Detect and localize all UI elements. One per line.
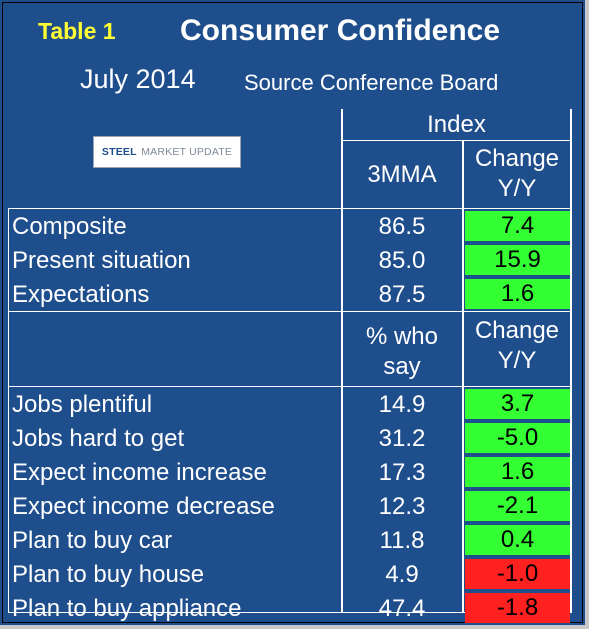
logo-text-primary: STEEL bbox=[101, 146, 137, 158]
header-pct-who-say: % who say bbox=[342, 322, 462, 382]
row-value: 14.9 bbox=[378, 391, 426, 418]
table-label: Table 1 bbox=[38, 18, 116, 44]
row-label: Present situation bbox=[12, 247, 191, 274]
header-change-pct: Change Y/Y bbox=[463, 316, 571, 376]
row-label: Jobs plentiful bbox=[12, 391, 153, 418]
row-change: 1.6 bbox=[465, 279, 570, 309]
grid-line bbox=[8, 208, 9, 613]
grid-line bbox=[8, 311, 571, 312]
row-change: -1.8 bbox=[465, 593, 570, 623]
row-value: 4.9 bbox=[385, 561, 419, 588]
header-change-line-1: Change bbox=[474, 317, 560, 344]
table-date: July 2014 bbox=[80, 64, 196, 94]
header-pct-line-1: % who bbox=[365, 323, 439, 350]
grid-line bbox=[570, 109, 572, 613]
grid-line bbox=[8, 612, 571, 613]
row-change: 1.6 bbox=[465, 457, 570, 487]
row-change: 3.7 bbox=[465, 389, 570, 419]
header-change-index: Change Y/Y bbox=[463, 144, 571, 204]
row-label: Composite bbox=[12, 213, 127, 240]
row-value: 11.8 bbox=[379, 527, 425, 554]
row-label: Expect income decrease bbox=[12, 493, 275, 520]
table-title: Consumer Confidence bbox=[180, 14, 501, 47]
row-label: Plan to buy house bbox=[12, 561, 205, 588]
header-change-line-2: Y/Y bbox=[497, 175, 537, 202]
row-value: 17.3 bbox=[378, 459, 426, 486]
grid-line bbox=[341, 109, 343, 613]
grid-line bbox=[342, 140, 571, 141]
grid-line bbox=[8, 208, 571, 209]
row-value: 12.3 bbox=[378, 493, 426, 520]
row-value: 87.5 bbox=[378, 281, 426, 308]
row-change: 0.4 bbox=[465, 525, 570, 555]
row-change: -1.0 bbox=[465, 559, 570, 589]
header-change-line-1: Change bbox=[474, 145, 560, 172]
row-label: Expect income increase bbox=[12, 459, 267, 486]
panel-border bbox=[2, 2, 583, 623]
header-pct-line-2: say bbox=[383, 353, 421, 380]
row-label: Plan to buy car bbox=[12, 527, 173, 554]
header-index: Index bbox=[427, 111, 486, 138]
row-change: 7.4 bbox=[465, 211, 570, 241]
row-change: -5.0 bbox=[465, 423, 570, 453]
row-label: Plan to buy appliance bbox=[12, 595, 242, 622]
table-source: Source Conference Board bbox=[244, 70, 499, 95]
row-label: Jobs hard to get bbox=[12, 425, 185, 452]
steel-market-update-logo: STEEL MARKET UPDATE bbox=[93, 136, 241, 168]
grid-line bbox=[462, 141, 464, 613]
row-value: 31.2 bbox=[378, 425, 426, 452]
row-value: 85.0 bbox=[378, 247, 426, 274]
row-value: 86.5 bbox=[378, 213, 426, 240]
header-3mma: 3MMA bbox=[367, 161, 437, 188]
grid-line bbox=[8, 386, 571, 387]
logo-text-secondary: MARKET UPDATE bbox=[141, 146, 233, 158]
row-label: Expectations bbox=[12, 281, 150, 308]
row-value: 47.4 bbox=[378, 595, 426, 622]
header-change-line-2: Y/Y bbox=[497, 347, 537, 374]
row-change: 15.9 bbox=[465, 245, 570, 275]
row-change: -2.1 bbox=[465, 491, 570, 521]
